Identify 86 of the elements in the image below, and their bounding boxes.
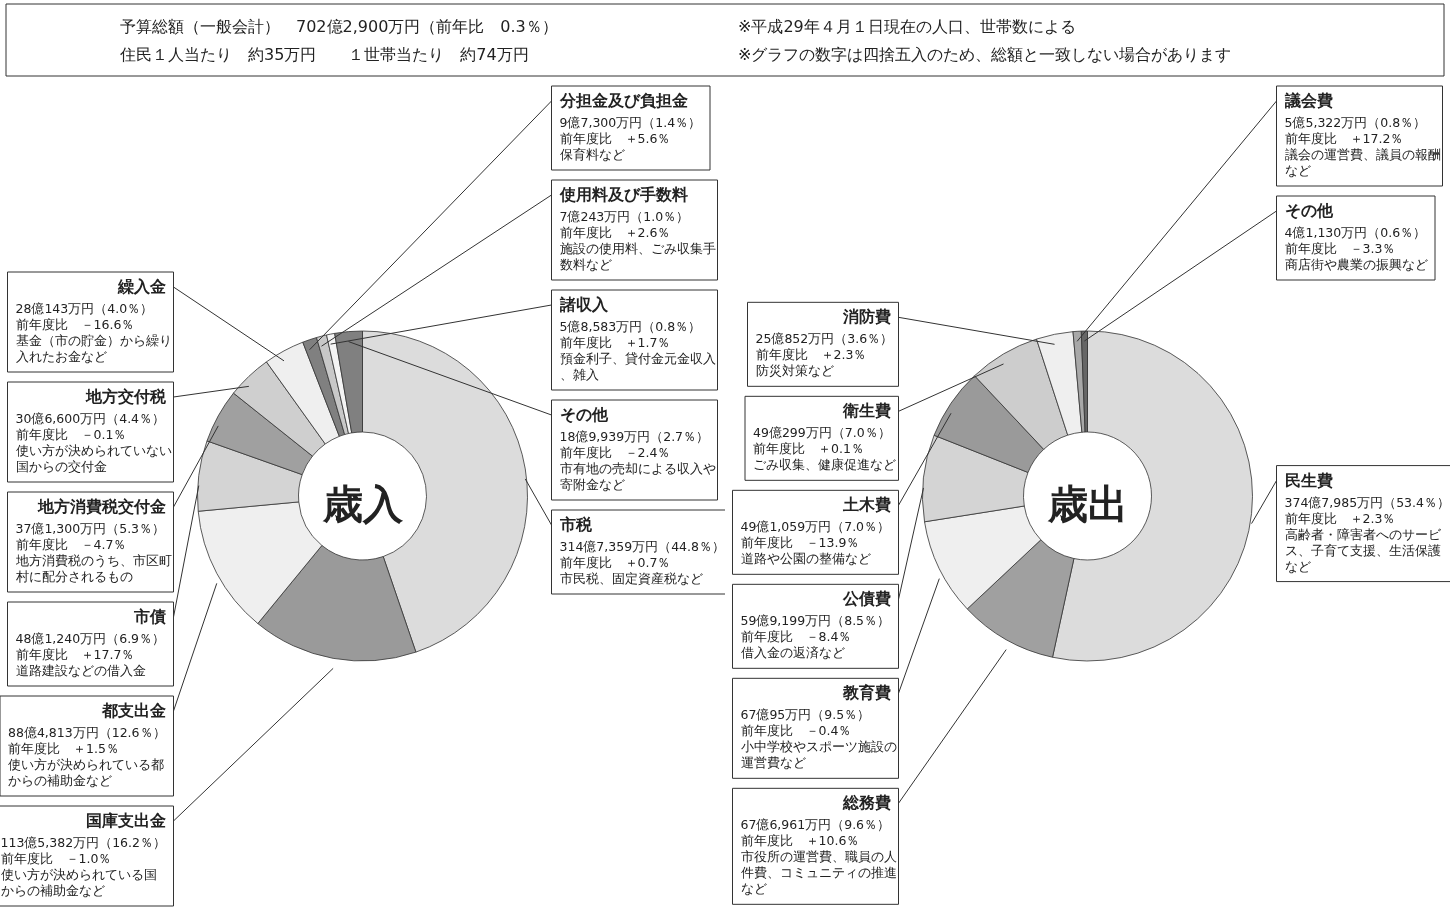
data-label: 37億1,300万円（5.3％） <box>15 521 166 536</box>
slice-label: 都支出金 <box>100 701 166 720</box>
text: 前年度比 －0.4％ <box>740 723 852 739</box>
text: 前年度比 ＋5.6％ <box>559 131 671 146</box>
text: 予算総額（一般会計） 702億2,900万円（前年比 0.3％） <box>120 17 558 36</box>
data-label: 7億243万円（1.0％） <box>559 209 690 224</box>
text: 前年度比 ＋2.3％ <box>1284 510 1396 526</box>
data-label: 9億7,300万円（1.4％） <box>559 115 702 130</box>
text: ※平成29年４月１日現在の人口、世帯数による <box>738 17 1076 36</box>
text: 前年度比 ＋0.7％ <box>559 555 671 570</box>
data-label: 25億852万円（3.6％） <box>755 331 894 347</box>
slice-label: 衛生費 <box>841 401 891 421</box>
text: 使い方が決められている都からの補助金など <box>8 757 164 788</box>
text: 前年度比 －0.1％ <box>15 427 127 442</box>
data-label: 59億9,199万円（8.5％） <box>740 613 891 629</box>
data-label: 67億6,961万円（9.6％） <box>740 817 891 833</box>
data-label: 5億8,583万円（0.8％） <box>559 319 702 334</box>
data-label: 30億6,600万円（4.4％） <box>15 411 166 426</box>
text: 道路建設などの借入金 <box>15 663 146 678</box>
data-label: 28億143万円（4.0％） <box>15 301 154 316</box>
data-label: 49億1,059万円（7.0％） <box>740 519 891 535</box>
slice-label: 地方交付税 <box>84 387 167 406</box>
slice-label: 使用料及び手数料 <box>558 185 688 204</box>
slice-label: 民生費 <box>1284 470 1333 490</box>
text: ※グラフの数字は四捨五入のため、総額と一致しない場合があります <box>738 45 1232 64</box>
data-label: 18億9,939万円（2.7％） <box>559 429 710 444</box>
text: 市有地の売却による収入や寄附金など <box>559 461 716 492</box>
text: 住民１人当たり 約35万円 １世帯当たり 約74万円 <box>119 45 529 64</box>
slice-label: 地方消費税交付金 <box>36 497 166 516</box>
slice-label: 消防費 <box>841 307 891 327</box>
slice-label: 国庫支出金 <box>85 811 166 830</box>
text: 市民税、固定資産税など <box>559 571 703 586</box>
text: 前年度比 ＋1.5％ <box>8 741 119 756</box>
data-label: 4億1,130万円（0.6％） <box>1284 225 1427 240</box>
text: 前年度比 －4.7％ <box>15 537 127 552</box>
slice-label: その他 <box>559 405 609 424</box>
text: 施設の使用料、ごみ収集手数料など <box>559 241 716 272</box>
text: 市役所の運営費、職員の人件費、コミュニティの推進など <box>740 849 897 897</box>
slice-label: 議会費 <box>1283 91 1333 110</box>
text: 小中学校やスポーツ施設の運営費など <box>740 739 897 771</box>
text: 前年度比 －16.6％ <box>15 317 135 332</box>
slice-label: 分担金及び負担金 <box>558 91 688 110</box>
slice-label: 教育費 <box>841 683 891 703</box>
text: 保育料など <box>559 147 625 162</box>
data-label: 88億4,813万円（12.6％） <box>8 725 166 740</box>
slice-label: その他 <box>1284 201 1334 220</box>
slice-label: 諸収入 <box>558 295 609 314</box>
text: 歳出 <box>1046 481 1128 527</box>
slice-label: 市債 <box>132 607 166 626</box>
text: 前年度比 ＋2.6％ <box>559 225 671 240</box>
data-label: 5億5,322万円（0.8％） <box>1284 115 1427 130</box>
text: 借入金の返済など <box>740 645 845 661</box>
text: 前年度比 －13.9％ <box>740 535 860 551</box>
slice-label: 繰入金 <box>116 277 166 296</box>
text: 前年度比 ＋1.7％ <box>559 335 671 350</box>
text: 基金（市の貯金）から繰り入れたお金など <box>15 333 172 364</box>
slice-label: 市税 <box>558 515 593 534</box>
text: 前年度比 －8.4％ <box>740 629 852 645</box>
text: 議会の運営費、議員の報酬など <box>1284 147 1441 178</box>
text: 地方消費税のうち、市区町村に配分されるもの <box>15 553 172 584</box>
text: 前年度比 －1.0％ <box>0 851 112 866</box>
text: 商店街や農業の振興など <box>1284 257 1428 272</box>
text: 歳入 <box>321 481 404 527</box>
text: 前年度比 ＋2.3％ <box>755 347 867 363</box>
text: 使い方が決められていない国からの交付金 <box>15 443 172 474</box>
text: 前年度比 －2.4％ <box>559 445 671 460</box>
data-label: 67億95万円（9.5％） <box>740 707 871 723</box>
slice-label: 総務費 <box>841 793 891 813</box>
text: 道路や公園の整備など <box>740 551 871 567</box>
data-label: 314億7,359万円（44.8％） <box>559 539 725 554</box>
text: 前年度比 －3.3％ <box>1284 241 1396 256</box>
text: ごみ収集、健康促進など <box>753 457 896 473</box>
text: 使い方が決められている国からの補助金など <box>0 867 157 898</box>
data-label: 113億5,382万円（16.2％） <box>0 835 166 850</box>
slice-label: 土木費 <box>841 495 891 515</box>
text: 高齢者・障害者へのサービス、子育て支援、生活保護など <box>1284 526 1441 574</box>
data-label: 374億7,985万円（53.4％） <box>1284 494 1450 510</box>
data-label: 49億299万円（7.0％） <box>753 425 891 441</box>
text: 防災対策など <box>755 363 834 379</box>
text: 前年度比 ＋17.2％ <box>1284 131 1404 146</box>
text: 預金利子、貸付金元金収入、雑入 <box>559 351 716 382</box>
data-label: 48億1,240万円（6.9％） <box>15 631 166 646</box>
text: 前年度比 ＋0.1％ <box>753 441 864 457</box>
slice-label: 公債費 <box>841 589 891 609</box>
text: 前年度比 ＋10.6％ <box>740 833 860 849</box>
text: 前年度比 ＋17.7％ <box>15 647 135 662</box>
